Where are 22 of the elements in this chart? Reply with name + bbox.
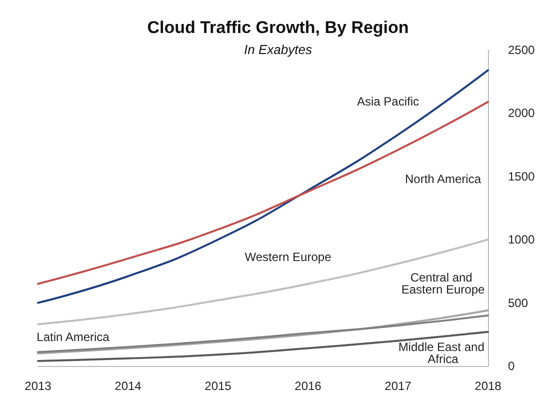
series-label: North America — [404, 172, 482, 186]
y-tick-label: 0 — [508, 359, 515, 373]
series-label: Central and Eastern Europe — [401, 270, 486, 296]
x-tick-label: 2017 — [384, 379, 412, 393]
series-label: Middle East and Africa — [398, 340, 488, 366]
y-tick-label: 2000 — [508, 106, 536, 120]
series-label: Asia Pacific — [356, 94, 420, 109]
series-label: Latin America — [36, 330, 110, 344]
x-tick-label: 2013 — [24, 379, 52, 393]
x-tick-label: 2015 — [204, 379, 232, 393]
x-tick-label: 2018 — [474, 379, 502, 393]
y-tick-label: 2500 — [508, 43, 536, 57]
line-series — [37, 69, 489, 304]
x-tick-label: 2016 — [294, 379, 322, 393]
chart-subtitle: In Exabytes — [244, 42, 312, 57]
y-tick-label: 1500 — [508, 169, 536, 184]
line-series — [37, 330, 489, 362]
x-tick-label: 2014 — [114, 379, 142, 393]
series-label: Western Europe — [244, 250, 332, 264]
chart-title: Cloud Traffic Growth, By Region — [147, 18, 409, 37]
y-tick-label: 500 — [508, 296, 528, 310]
y-tick-label: 1000 — [508, 232, 536, 247]
